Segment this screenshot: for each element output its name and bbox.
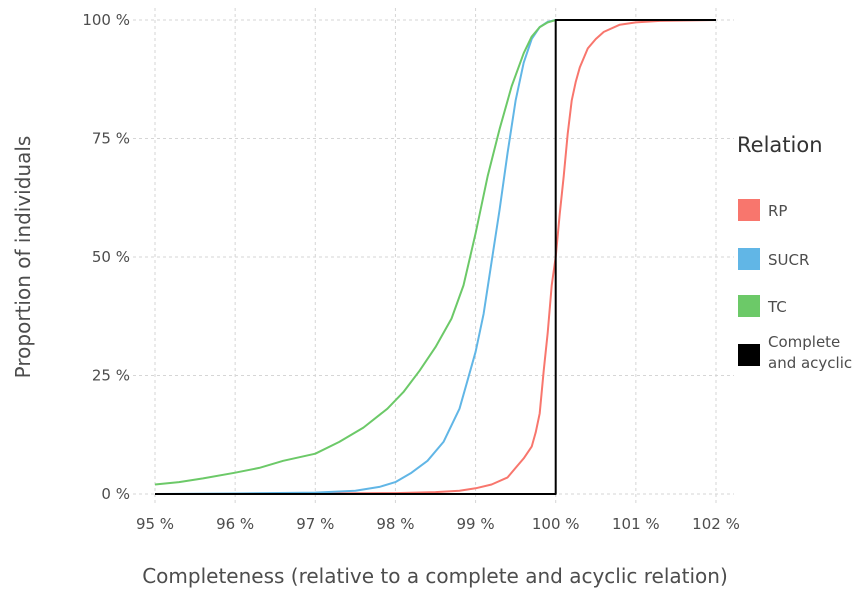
x-tick-label: 96 % <box>216 515 254 533</box>
x-axis-title: Completeness (relative to a complete and… <box>142 564 728 588</box>
grid-lines <box>133 8 734 506</box>
x-tick-labels: 95 % 96 % 97 % 98 % 99 % 100 % 101 % 102 % <box>136 515 740 533</box>
legend-label-sucr: SUCR <box>768 251 809 269</box>
y-tick-label: 0 % <box>101 485 130 503</box>
x-tick-label: 97 % <box>296 515 334 533</box>
x-tick-label: 95 % <box>136 515 174 533</box>
legend-title: Relation <box>737 133 823 157</box>
y-tick-label: 75 % <box>92 130 130 148</box>
legend-swatch-rp <box>738 199 760 221</box>
legend: Relation RP SUCR TC Complete and acyclic <box>737 133 852 372</box>
series-line-sucr <box>154 19 716 495</box>
legend-label-complete-and-acyclic: and acyclic <box>768 354 852 372</box>
legend-label-rp: RP <box>768 202 787 220</box>
legend-swatch-complete-and-acyclic <box>738 344 760 366</box>
x-tick-label: 101 % <box>612 515 660 533</box>
y-axis-title: Proportion of individuals <box>11 136 35 379</box>
series-line-rp <box>155 19 717 495</box>
series-line-complete-and-acyclic <box>155 19 716 495</box>
series-lines <box>154 19 717 495</box>
y-tick-label: 50 % <box>92 248 130 266</box>
legend-label-tc: TC <box>767 298 787 316</box>
x-tick-label: 98 % <box>376 515 414 533</box>
x-tick-label: 102 % <box>692 515 740 533</box>
legend-label-complete-and-acyclic: Complete <box>768 333 840 351</box>
y-tick-label: 25 % <box>92 367 130 385</box>
y-tick-label: 100 % <box>82 11 130 29</box>
y-tick-labels: 0 % 25 % 50 % 75 % 100 % <box>82 11 130 503</box>
legend-swatch-tc <box>738 295 760 317</box>
x-tick-label: 99 % <box>457 515 495 533</box>
legend-swatch-sucr <box>738 248 760 270</box>
x-tick-label: 100 % <box>532 515 580 533</box>
series-line-tc <box>154 19 716 486</box>
